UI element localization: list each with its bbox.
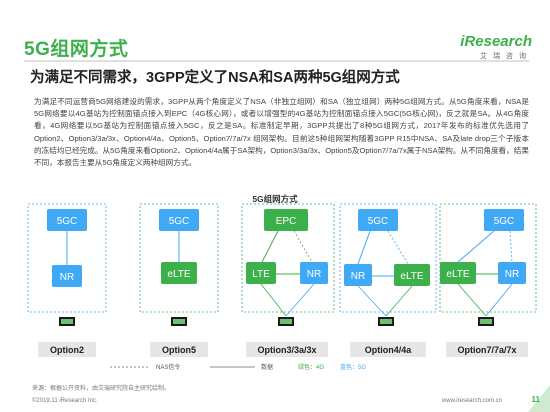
- option7-link-nr: [509, 230, 513, 263]
- logo-brand: iResearch: [460, 33, 532, 50]
- option4-diagram: 5GC NR eLTE Option4/4a: [339, 203, 437, 357]
- copyright: ©2019.11 iResearch Inc.: [32, 398, 98, 404]
- option2-label-box: [38, 342, 96, 357]
- option5-ran-box: [161, 262, 197, 284]
- iresearch-logo: iResearch 艾瑞咨询: [460, 33, 532, 61]
- option2-core-label: 5GC: [57, 216, 78, 227]
- option4-link-nr: [357, 230, 371, 265]
- option5-diagram: 5GC eLTE Option5: [139, 203, 219, 357]
- option7-core-label: 5GC: [494, 216, 515, 227]
- option5-core-label: 5GC: [169, 216, 190, 227]
- option4-ran-box-elte: [394, 264, 430, 286]
- corner-decoration-icon: [528, 385, 550, 412]
- option7-ran-box-nr: [498, 262, 526, 284]
- network-diagram: 5GC NR Option2 5GC eLTE Option5 EPC LTE …: [27, 203, 537, 357]
- option5-phone-screen-icon: [173, 319, 185, 324]
- option3-diagram: EPC LTE NR Option3/3a/3x: [241, 203, 335, 357]
- option2-phone-screen-icon: [61, 319, 73, 324]
- source-note: 来源：根据公开资料，由艾瑞研究院自主研究绘制。: [32, 386, 171, 392]
- option7-link-ue-elte: [457, 283, 487, 317]
- option7-diagram: 5GC eLTE NR Option7/7a/7x: [439, 203, 537, 357]
- slide-title: 5G组网方式: [24, 39, 129, 60]
- option3-label: Option3/3a/3x: [257, 345, 316, 355]
- slide-subtitle: 为满足不同需求，3GPP定义了NSA和SA两种5G组网方式: [30, 70, 400, 86]
- footer-url: www.iresearch.com.cn: [441, 398, 502, 404]
- option4-link-ue-elte: [385, 285, 413, 317]
- option4-core-label: 5GC: [368, 216, 389, 227]
- option2-diagram: 5GC NR Option2: [27, 203, 107, 357]
- legend-blue-label: 蓝色：5G: [340, 363, 366, 371]
- option4-phone-screen-icon: [380, 319, 392, 324]
- option3-ran-label-nr: NR: [307, 269, 321, 280]
- option2-ran-box: [52, 265, 82, 287]
- option3-phone-screen-icon: [280, 319, 292, 324]
- legend-green-label: 绿色：4G: [298, 363, 324, 371]
- option3-ran-box-nr: [300, 262, 328, 284]
- option3-label-box: [246, 342, 328, 357]
- option7-ran-box-elte: [440, 262, 476, 284]
- option4-core-box: [358, 209, 398, 231]
- option4-ran-label-nr: NR: [351, 271, 365, 282]
- option3-link-ue-nr: [285, 283, 315, 317]
- option2-frame: [27, 203, 107, 313]
- page-number: 11: [531, 395, 540, 404]
- option3-ran-box-lte: [246, 262, 276, 284]
- option4-ran-label-elte: eLTE: [400, 271, 423, 282]
- option3-frame: [241, 203, 335, 313]
- option3-link-lte: [261, 230, 279, 263]
- option3-ran-label-lte: LTE: [252, 269, 270, 280]
- legend-nas-label: NAS信令: [156, 363, 180, 371]
- option2-core-box: [47, 209, 87, 231]
- option5-frame: [139, 203, 219, 313]
- option3-core-label: EPC: [276, 216, 297, 227]
- diagram-legend: NAS信令 数据 绿色：4G 蓝色：5G: [110, 363, 366, 371]
- diagram-title: 5G组网方式: [252, 194, 298, 204]
- logo-cn: 艾瑞咨询: [480, 53, 532, 60]
- option7-label: Option7/7a/7x: [457, 345, 516, 355]
- option7-core-box: [484, 209, 524, 231]
- option4-label-box: [350, 342, 426, 357]
- option3-link-ue-lte: [260, 283, 287, 317]
- option2-label: Option2: [50, 345, 84, 355]
- option3-core-box: [264, 209, 308, 231]
- option4-label: Option4/4a: [365, 345, 413, 355]
- title-divider: [24, 60, 529, 62]
- option2-ran-label: NR: [60, 272, 74, 283]
- option4-link-elte: [387, 230, 409, 265]
- option7-phone-screen-icon: [480, 319, 492, 324]
- body-paragraph: 为满足不同运营商5G网络建设的需求，3GPP从两个角度定义了NSA（非独立组网）…: [34, 97, 529, 168]
- option5-core-box: [159, 209, 199, 231]
- option4-ran-box-nr: [344, 264, 372, 286]
- legend-data-label: 数据: [261, 363, 273, 371]
- option4-link-ue-nr: [357, 285, 387, 317]
- option5-ran-label: eLTE: [167, 269, 190, 280]
- option5-label-box: [150, 342, 208, 357]
- option7-frame: [439, 203, 537, 313]
- option7-ran-label-nr: NR: [505, 269, 519, 280]
- option5-label: Option5: [162, 345, 196, 355]
- option4-frame: [339, 203, 437, 313]
- option7-ran-label-elte: eLTE: [446, 269, 469, 280]
- option3-link-nr: [293, 230, 313, 263]
- option7-link-elte: [457, 230, 495, 263]
- option7-label-box: [446, 342, 528, 357]
- option7-link-ue-nr: [485, 283, 513, 317]
